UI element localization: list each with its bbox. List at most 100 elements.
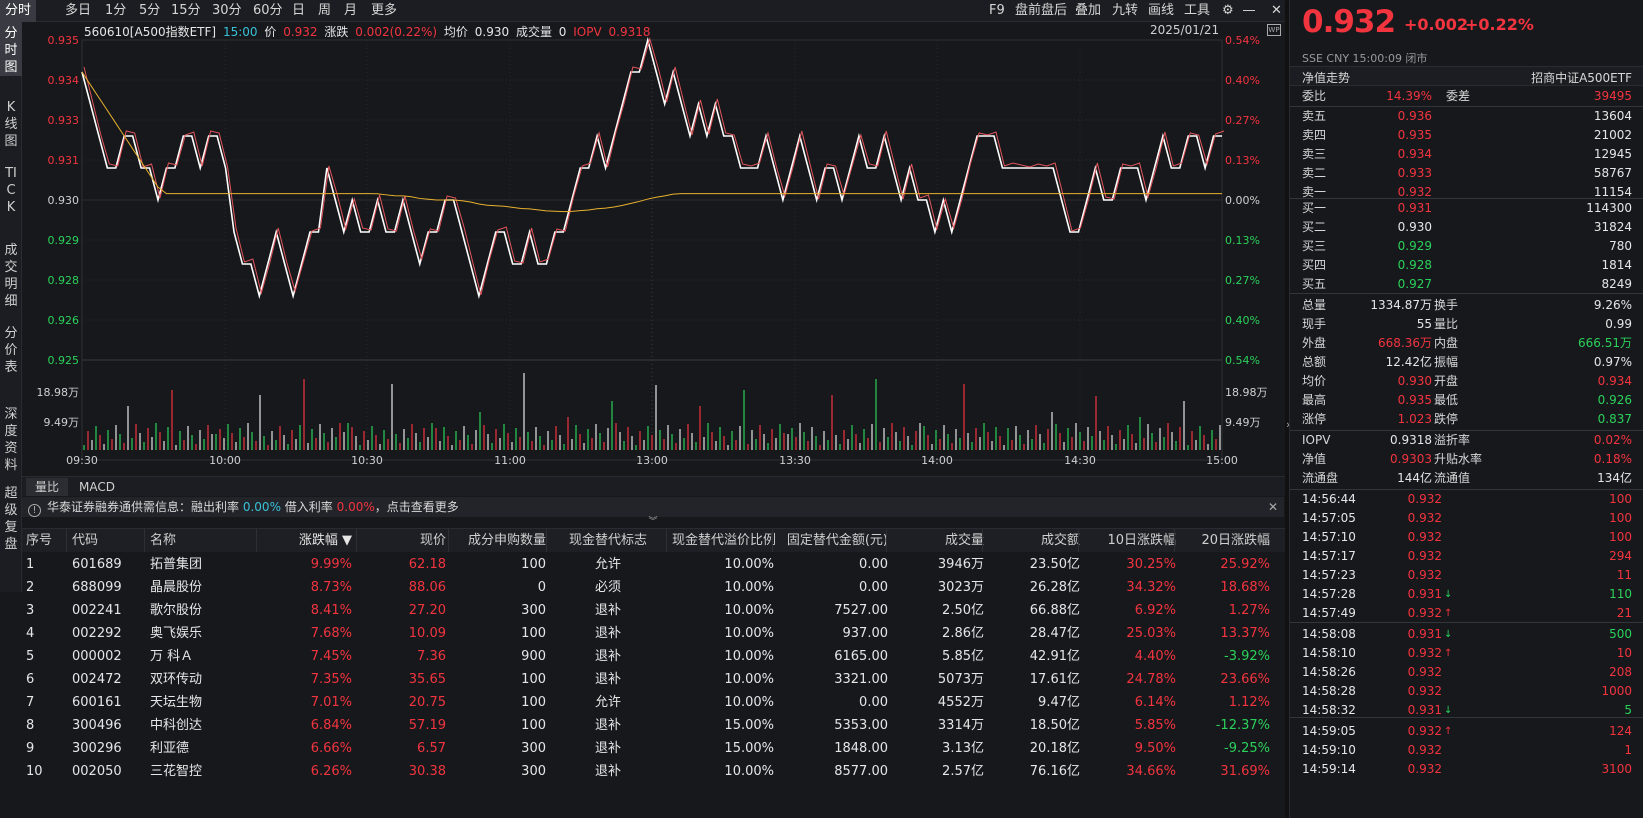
tab-macd[interactable]: MACD [79,480,115,494]
tick-vol: 110 [1609,587,1632,601]
col-sep[interactable] [256,529,257,552]
table-row[interactable]: 3 002241 歌尔股份 8.41% 27.20 300 退补 10.00% 7527.00 2… [22,599,1286,622]
col-header-6[interactable]: 现金替代标志 [568,533,647,548]
table-row[interactable]: 5 000002 万 科Ａ 7.45% 7.36 900 退补 10.00% 6165.00 5.… [22,645,1286,668]
period-tab-2[interactable]: 1分 [105,3,127,18]
col-header-9[interactable]: 成交量 [944,533,984,548]
tick-time: 14:58:26 [1302,665,1356,679]
table-row[interactable]: 4 002292 奥飞娱乐 7.68% 10.09 100 退补 10.00% 937.00 2.… [22,622,1286,645]
table-row[interactable]: 10 002050 三花智控 6.26% 30.38 300 退补 10.00% 8577.00… [22,760,1286,783]
cell-0: 10 [26,764,43,779]
period-tab-3[interactable]: 5分 [139,3,161,18]
intraday-chart[interactable]: 0.935 0.934 0.933 0.931 0.930 0.929 0.928 0.926… [22,22,1288,477]
iopv-value: 0.9318 [608,25,651,39]
weibi-row: 委比 14.39% 委差 39495 [1290,87,1643,106]
tick-vol: 100 [1609,492,1632,506]
col-sep[interactable] [886,529,887,552]
period-tab-9[interactable]: 月 [344,3,358,18]
period-tab-7[interactable]: 日 [292,3,306,18]
col-header-0[interactable]: 序号 [26,533,53,548]
nav-trend-row[interactable]: 净值走势 招商中证A500ETF [1290,66,1643,86]
nav-0[interactable]: 分时图 [0,22,22,76]
nav-trend-label[interactable]: 净值走势 [1302,71,1351,85]
period-tab-4[interactable]: 15分 [171,3,201,18]
col-sep[interactable] [144,529,145,552]
bid-vol: 114300 [1586,201,1632,215]
tick-time: 14:59:05 [1302,724,1356,738]
nav-1[interactable]: K线图 [0,96,22,150]
period-tab-10[interactable]: 更多 [371,3,398,18]
cell-12: 25.92% [1220,557,1270,572]
period-tab-8[interactable]: 周 [318,3,332,18]
gear-icon[interactable]: ⚙ [1222,3,1234,18]
col-header-8[interactable]: 固定替代金额(元) [786,533,888,548]
tick-time: 14:59:10 [1302,743,1356,757]
table-row[interactable]: 8 300496 中科创达 6.84% 57.19 100 退补 15.00% 5353.00 3… [22,714,1286,737]
col-header-7[interactable]: 现金替代溢价比例 [672,533,777,548]
iopv-value2: 0.18% [1593,452,1632,466]
scrollbar[interactable] [1285,0,1289,818]
nav-6[interactable]: 超级复盘 [0,482,22,553]
last-change-pct: +0.22% [1465,15,1534,34]
col-sep[interactable] [1078,529,1079,552]
bid-vol: 31824 [1593,220,1632,234]
arrow-up-icon: ↑ [1444,648,1453,659]
col-header-4[interactable]: 现价 [419,533,446,548]
table-row[interactable]: 2 688099 晶晨股份 8.73% 88.06 0 必须 10.00% 0.00 3023万 2… [22,576,1286,599]
nav-3[interactable]: 成交明细 [0,239,22,310]
cell-12: 23.66% [1220,672,1270,687]
col-header-11[interactable]: 10日涨跌幅 [1107,533,1176,548]
cell-2: 利亚德 [150,741,190,756]
cell-11: 34.66% [1126,764,1176,779]
collapse-chevron-icon[interactable]: ︾ [648,517,658,527]
close-icon[interactable]: ✕ [1271,3,1282,18]
divider [1290,489,1643,490]
col-sep[interactable] [1174,529,1175,552]
wp-icon[interactable]: WP [1267,24,1281,36]
col-header-1[interactable]: 代码 [72,533,99,548]
cell-7: 10.00% [724,695,774,710]
minimize-icon[interactable] [1243,10,1255,11]
period-tab-5[interactable]: 30分 [212,3,242,18]
tab-liangbi[interactable]: 量比 [26,478,69,496]
col-header-12[interactable]: 20日涨跌幅 [1201,533,1270,548]
table-row[interactable]: 9 300296 利亚德 6.66% 6.57 300 退补 15.00% 1848.00 3.1… [22,737,1286,760]
table-row[interactable]: 1 601689 拓普集团 9.99% 62.18 100 允许 10.00% 0.00 3946… [22,553,1286,576]
period-tab-0[interactable]: 分时 [0,0,37,22]
nav-5[interactable]: 深度资料 [0,403,22,474]
table-row[interactable]: 7 600161 天坛生物 7.01% 20.75 100 允许 10.00% 0.00 4552… [22,691,1286,714]
notice-bar[interactable]: ! 华泰证券融券通供需信息：融出利率 0.00% 借入利率 0.00%，点击查看更… [22,497,1284,517]
price-line [81,36,1222,300]
col-header-5[interactable]: 成分申购数量 [467,533,546,548]
tick-vol: 10 [1616,646,1632,660]
close-icon[interactable]: ✕ [1267,500,1278,514]
vol-tick-right: 18.98万 [1225,386,1268,399]
tool-1[interactable]: 盘前盘后 [1015,3,1068,18]
tool-0[interactable]: F9 [989,3,1005,18]
col-header-10[interactable]: 成交额 [1040,533,1080,548]
period-tab-1[interactable]: 多日 [65,3,92,18]
col-sep[interactable] [982,529,983,552]
tool-4[interactable]: 画线 [1148,3,1175,18]
nav-4[interactable]: 分价表 [0,322,22,376]
col-sep[interactable] [356,529,357,552]
col-header-3[interactable]: 涨跌幅 ▼ [298,533,352,548]
col-header-2[interactable]: 名称 [150,533,177,548]
tool-2[interactable]: 叠加 [1075,3,1102,18]
nav-2[interactable]: TICK [0,162,22,216]
col-sep[interactable] [772,529,773,552]
period-tab-6[interactable]: 60分 [253,3,283,18]
stat-value: 55 [1416,317,1432,331]
col-sep[interactable] [666,529,667,552]
y-right-tick: 0.00% [1225,194,1260,207]
col-sep[interactable] [66,529,67,552]
tool-5[interactable]: 工具 [1184,3,1211,18]
col-sep[interactable] [448,529,449,552]
col-sep[interactable] [546,529,547,552]
stat-label: 总额 [1302,355,1327,369]
tool-3[interactable]: 九转 [1112,3,1139,18]
stat-label2: 内盘 [1434,336,1459,350]
weicha-value: 39495 [1593,89,1632,103]
table-row[interactable]: 6 002472 双环传动 7.35% 35.65 100 退补 10.00% 3321.00 5… [22,668,1286,691]
tick-row: 14:57:23 0.932 11 [1290,566,1643,585]
